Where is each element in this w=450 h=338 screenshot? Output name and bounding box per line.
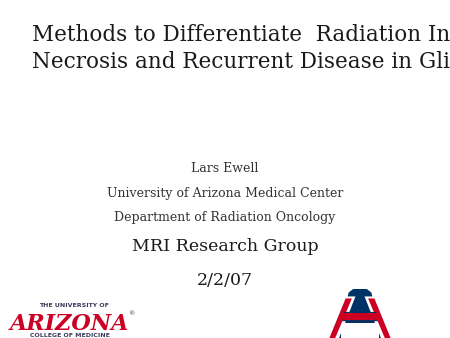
Polygon shape (342, 320, 378, 321)
Polygon shape (342, 312, 378, 321)
Text: Methods to Differentiate  Radiation Induced
Necrosis and Recurrent Disease in Gl: Methods to Differentiate Radiation Induc… (32, 24, 450, 73)
Polygon shape (320, 289, 400, 338)
Text: MRI Research Group: MRI Research Group (132, 238, 318, 255)
Polygon shape (343, 312, 377, 313)
Polygon shape (364, 296, 394, 338)
Text: ARIZONA: ARIZONA (10, 313, 130, 335)
Text: Lars Ewell: Lars Ewell (191, 162, 259, 175)
Text: University of Arizona Medical Center: University of Arizona Medical Center (107, 187, 343, 199)
Text: COLLEGE OF MEDICINE: COLLEGE OF MEDICINE (30, 333, 110, 338)
Text: ®: ® (128, 312, 135, 317)
Polygon shape (368, 298, 391, 338)
Polygon shape (329, 298, 352, 338)
Text: THE UNIVERSITY OF: THE UNIVERSITY OF (39, 303, 109, 308)
Polygon shape (326, 296, 356, 338)
Text: 2/2/07: 2/2/07 (197, 272, 253, 289)
Text: Department of Radiation Oncology: Department of Radiation Oncology (114, 211, 336, 224)
Polygon shape (341, 323, 379, 338)
